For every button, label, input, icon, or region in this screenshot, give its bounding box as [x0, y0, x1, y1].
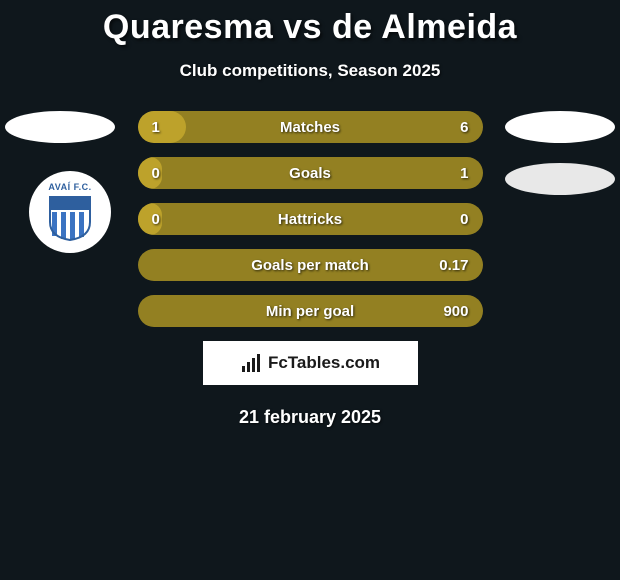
stat-left-value: 0 [152, 211, 182, 228]
stat-left-value: 0 [152, 165, 182, 182]
stat-label: Matches [280, 119, 340, 136]
stat-right-value: 0 [439, 211, 469, 228]
player-left-ellipse [5, 111, 115, 143]
stat-bar-hattricks: 0 Hattricks 0 [138, 203, 483, 235]
stat-label: Hattricks [278, 211, 342, 228]
stat-bar-matches: 1 Matches 6 [138, 111, 483, 143]
club-badge-text: AVAÍ F.C. [48, 182, 91, 192]
stat-bar-goals-per-match: Goals per match 0.17 [138, 249, 483, 281]
comparison-area: AVAÍ F.C. 1 Matches 6 [0, 111, 620, 428]
bar-chart-icon [240, 352, 262, 374]
date-footer: 21 february 2025 [10, 407, 610, 428]
subtitle: Club competitions, Season 2025 [0, 61, 620, 81]
brand-box: FcTables.com [203, 341, 418, 385]
stat-right-value: 1 [439, 165, 469, 182]
stat-right-value: 900 [439, 303, 469, 320]
club-badge: AVAÍ F.C. [29, 171, 111, 253]
stat-bar-goals: 0 Goals 1 [138, 157, 483, 189]
brand-text: FcTables.com [268, 353, 380, 373]
club-shield-icon [45, 192, 95, 242]
stat-label: Min per goal [266, 303, 354, 320]
page-title: Quaresma vs de Almeida [0, 8, 620, 47]
player-right-ellipse-2 [505, 163, 615, 195]
infographic-container: Quaresma vs de Almeida Club competitions… [0, 0, 620, 428]
stat-bar-min-per-goal: Min per goal 900 [138, 295, 483, 327]
stat-right-value: 0.17 [439, 257, 469, 274]
stat-right-value: 6 [439, 119, 469, 136]
stat-label: Goals per match [251, 257, 369, 274]
stat-left-value: 1 [152, 119, 182, 136]
player-right-ellipse-1 [505, 111, 615, 143]
stat-label: Goals [289, 165, 331, 182]
stat-bars: 1 Matches 6 0 Goals 1 0 Hattricks 0 Goal… [138, 111, 483, 327]
